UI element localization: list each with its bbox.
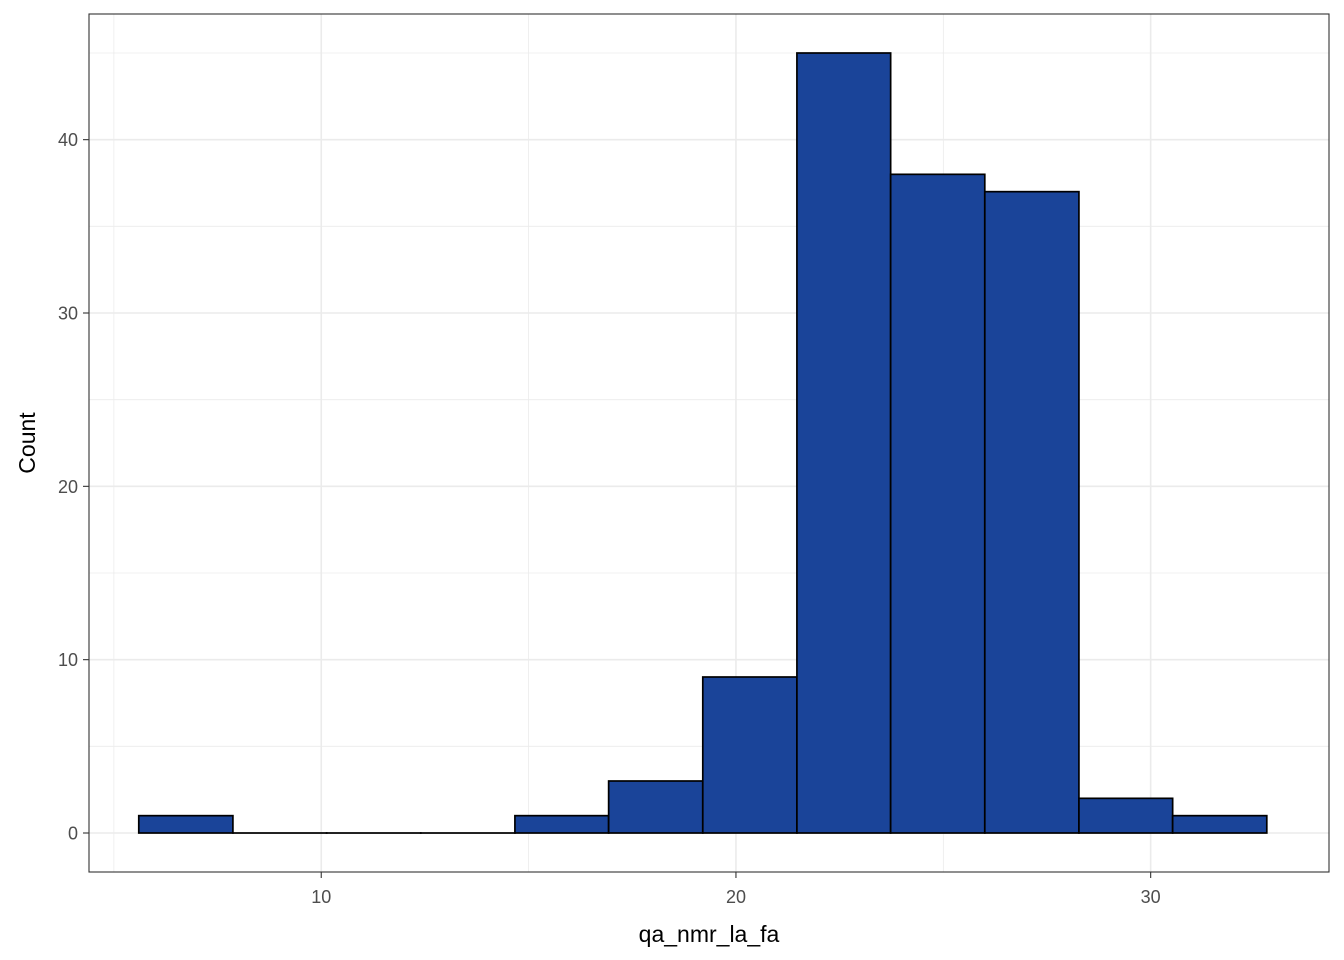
histogram-bar	[889, 173, 986, 834]
histogram-bar	[701, 676, 798, 834]
histogram-bar	[607, 780, 704, 834]
histogram-bar	[983, 190, 1080, 834]
y-axis-ticks: 0 10 20 30 40	[58, 130, 89, 844]
panel-border	[88, 13, 1330, 873]
y-tick-label: 20	[58, 477, 78, 497]
y-tick-label: 0	[68, 824, 78, 844]
y-axis-title: Count	[14, 412, 40, 474]
histogram-bar	[1171, 814, 1268, 834]
histogram-bar	[1078, 797, 1174, 834]
x-tick-label: 10	[311, 887, 331, 907]
histogram-bar	[137, 814, 234, 834]
x-axis-ticks: 10 20 30	[311, 872, 1161, 907]
y-tick-label: 10	[58, 650, 78, 670]
histogram-bars	[137, 52, 1268, 834]
histogram-bar	[796, 52, 892, 834]
x-axis-title: qa_nmr_la_fa	[639, 921, 780, 947]
y-tick-label: 30	[58, 304, 78, 324]
x-tick-label: 30	[1141, 887, 1161, 907]
x-tick-label: 20	[726, 887, 746, 907]
histogram-bar	[514, 814, 610, 834]
y-tick-label: 40	[58, 130, 78, 150]
